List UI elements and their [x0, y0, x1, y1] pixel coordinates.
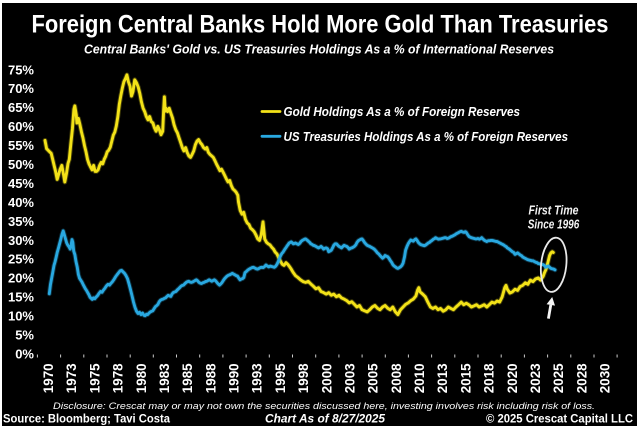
- svg-text:1975: 1975: [87, 363, 102, 393]
- svg-text:1995: 1995: [273, 363, 288, 393]
- svg-text:1978: 1978: [111, 363, 126, 393]
- svg-text:2030: 2030: [598, 363, 613, 393]
- svg-text:55%: 55%: [8, 138, 34, 153]
- svg-text:2005: 2005: [366, 363, 381, 393]
- svg-text:2008: 2008: [389, 363, 404, 393]
- svg-text:1990: 1990: [227, 363, 242, 393]
- svg-text:Foreign Central Banks Hold Mor: Foreign Central Banks Hold More Gold Tha…: [32, 10, 609, 38]
- svg-text:1993: 1993: [250, 363, 265, 393]
- svg-text:2020: 2020: [505, 363, 520, 393]
- svg-text:First Time: First Time: [529, 203, 579, 217]
- svg-text:2023: 2023: [528, 363, 543, 393]
- svg-text:65%: 65%: [8, 100, 34, 115]
- svg-text:1985: 1985: [180, 363, 195, 393]
- svg-text:2013: 2013: [435, 363, 450, 393]
- svg-text:15%: 15%: [8, 290, 34, 305]
- svg-text:20%: 20%: [8, 271, 34, 286]
- svg-text:1973: 1973: [64, 363, 79, 393]
- svg-text:35%: 35%: [8, 214, 34, 229]
- svg-text:0%: 0%: [15, 346, 34, 361]
- svg-text:1998: 1998: [296, 363, 311, 393]
- svg-text:Disclosure: Crescat may or may: Disclosure: Crescat may or may not own t…: [53, 401, 595, 412]
- svg-text:45%: 45%: [8, 176, 34, 191]
- svg-text:2018: 2018: [482, 363, 497, 393]
- svg-text:Gold Holdings As a % of Foreig: Gold Holdings As a % of Foreign Reserves: [284, 104, 521, 119]
- svg-text:1988: 1988: [203, 363, 218, 393]
- svg-text:50%: 50%: [8, 157, 34, 172]
- svg-text:© 2025 Crescat Capital LLC: © 2025 Crescat Capital LLC: [486, 412, 633, 426]
- svg-text:2025: 2025: [551, 363, 566, 393]
- svg-text:1983: 1983: [157, 363, 172, 393]
- svg-text:US Treasuries Holdings As a %: US Treasuries Holdings As a % of Foreign…: [284, 129, 569, 144]
- svg-text:Source: Bloomberg; Tavi Costa: Source: Bloomberg; Tavi Costa: [3, 412, 170, 426]
- svg-text:1980: 1980: [134, 363, 149, 393]
- svg-text:60%: 60%: [8, 119, 34, 134]
- svg-text:2028: 2028: [574, 363, 589, 393]
- svg-text:Since 1996: Since 1996: [528, 217, 580, 231]
- svg-text:2003: 2003: [343, 363, 358, 393]
- svg-text:5%: 5%: [15, 328, 34, 343]
- svg-text:70%: 70%: [8, 81, 34, 96]
- svg-text:10%: 10%: [8, 309, 34, 324]
- svg-text:2000: 2000: [319, 363, 334, 393]
- svg-text:2015: 2015: [458, 363, 473, 393]
- svg-text:40%: 40%: [8, 195, 34, 210]
- svg-text:30%: 30%: [8, 233, 34, 248]
- svg-text:2010: 2010: [412, 363, 427, 393]
- svg-text:1970: 1970: [41, 363, 56, 393]
- svg-text:75%: 75%: [8, 62, 34, 77]
- svg-text:Chart As of 8/27/2025: Chart As of 8/27/2025: [265, 412, 385, 426]
- svg-text:Central Banks' Gold vs. US Tre: Central Banks' Gold vs. US Treasuries Ho…: [84, 42, 554, 56]
- svg-text:25%: 25%: [8, 252, 34, 267]
